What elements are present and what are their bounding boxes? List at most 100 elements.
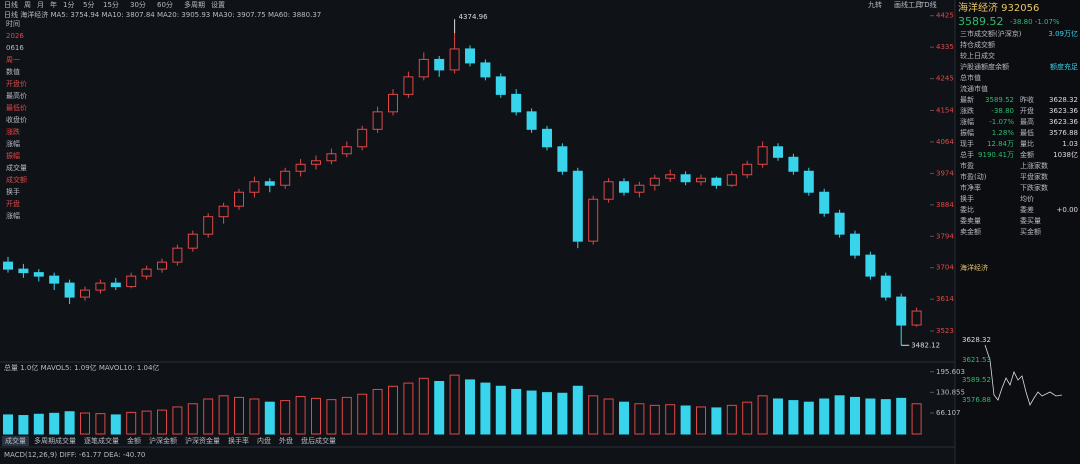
quote-value: 3628.32 (1049, 96, 1078, 104)
toolbar-item[interactable]: 5分 (83, 0, 94, 9)
intraday-line (984, 344, 1063, 407)
tab-label[interactable]: 换手率 (228, 436, 249, 445)
candle-body (449, 48, 460, 71)
toolbar-item[interactable]: 日线 (4, 0, 18, 9)
y-tick-label: 3884 (936, 201, 954, 209)
candle-body (295, 163, 306, 172)
quote-label: 金额 (1020, 150, 1034, 159)
volume-bar (495, 385, 506, 435)
tab-label[interactable]: 成交量 (5, 436, 26, 445)
volume-bar (234, 396, 244, 435)
toolbar-item[interactable]: 15分 (103, 0, 119, 9)
mini-label: 3621.53 (962, 356, 991, 364)
side-info: 数值 (6, 67, 20, 76)
volume-bar (418, 377, 429, 435)
candle-body (126, 275, 137, 288)
quote-value: +0.00 (1057, 206, 1078, 214)
volume-bar (696, 406, 706, 435)
quote-value: 3623.36 (1049, 107, 1078, 115)
volume-bar (665, 404, 676, 435)
toolbar-item[interactable]: 30分 (130, 0, 146, 9)
volume-bar (388, 385, 398, 435)
toolbar-item[interactable]: 周 (24, 1, 31, 9)
tab-label[interactable]: 多周期成交量 (34, 436, 76, 445)
tab-label[interactable]: 逐笔成交量 (84, 436, 119, 445)
candle-body (773, 146, 783, 158)
volume-bar (434, 381, 445, 435)
candle-body (742, 163, 753, 176)
side-info: 收盘价 (6, 115, 27, 124)
toolbar-item[interactable]: 多周期 (184, 0, 205, 9)
candle-body (865, 254, 876, 277)
volume-bar (542, 392, 552, 435)
quote-label: 涨跌 (960, 106, 974, 115)
side-info: 开盘 (6, 199, 20, 208)
candle-body (572, 170, 583, 242)
tab-label[interactable]: 沪深资金量 (185, 436, 220, 445)
quote-value: 1038亿 (1053, 150, 1078, 159)
quote-panel (955, 0, 1080, 464)
volume-bar (449, 374, 460, 435)
quote-value: 9190.41万 (978, 151, 1014, 159)
toolbar-item[interactable]: TD线 (919, 0, 937, 9)
side-info: 2026 (6, 32, 24, 40)
high-label: 4374.96 (459, 13, 488, 21)
tab-label[interactable]: 盘后成交量 (301, 436, 336, 445)
quote-label: 三市成交额(沪深京) (960, 29, 1022, 38)
quote-label: 涨幅 (960, 117, 974, 126)
mini-label: 3589.52 (962, 376, 991, 384)
quote-value: 额度充足 (1050, 62, 1078, 71)
macd-legend: MACD(12,26,9) DIFF: -61.77 DEA: -40.70 (4, 451, 145, 459)
volume-bar (711, 407, 722, 435)
quote-value: -38.80 (991, 107, 1014, 115)
volume-bar (311, 397, 321, 435)
quote-label: 上涨家数 (1020, 161, 1048, 170)
volume-bar (110, 414, 121, 435)
candle-body (357, 128, 368, 148)
candle-body (264, 181, 275, 186)
y-tick-label: 3523 (936, 327, 954, 335)
tab-label[interactable]: 沪深金额 (149, 436, 177, 445)
quote-label: 较上日成交 (960, 51, 995, 60)
toolbar-item[interactable]: 月 (37, 1, 44, 9)
tab-label[interactable]: 外盘 (279, 436, 293, 445)
mini-label: 3628.32 (962, 336, 991, 344)
volume-bar (742, 401, 753, 435)
volume-bar (249, 398, 260, 435)
quote-label: 委比 (960, 205, 974, 214)
candle-body (203, 216, 214, 235)
candle-body (757, 146, 768, 165)
tab[interactable] (2, 436, 29, 446)
toolbar-item[interactable]: 1分 (63, 0, 74, 9)
volume-bar (649, 404, 660, 435)
quote-label: 最低 (1020, 128, 1034, 137)
candle-body (234, 191, 244, 207)
volume-bar (588, 395, 599, 435)
candle-body (172, 247, 183, 263)
y-tick-label: 4154 (936, 106, 954, 114)
volume-bar (357, 393, 368, 435)
side-info: 成交量 (6, 163, 27, 172)
toolbar-item[interactable]: 画线工具 (894, 0, 922, 9)
quote-title: 海洋经济 932056 (958, 1, 1039, 14)
volume-bar (865, 398, 876, 435)
side-info: 成交额 (6, 175, 27, 184)
toolbar-item[interactable]: 60分 (157, 0, 173, 9)
candle-body (850, 233, 860, 256)
quote-value: 3576.88 (1049, 129, 1078, 137)
side-info: 周一 (6, 56, 20, 64)
quote-label: 沪股通额度余额 (960, 62, 1009, 71)
tab-label[interactable]: 金额 (127, 436, 141, 445)
mini-title: 海洋经济 (960, 263, 988, 272)
quote-label: 下跌家数 (1020, 183, 1048, 192)
candle-body (64, 282, 75, 298)
volume-bar (341, 396, 352, 435)
tab-label[interactable]: 内盘 (257, 436, 271, 445)
side-info: 最低价 (6, 103, 27, 112)
toolbar-item[interactable]: 年 (50, 0, 57, 9)
side-info: 开盘价 (6, 79, 27, 88)
candle-body (434, 58, 445, 71)
candle-body (388, 93, 398, 113)
toolbar-item[interactable]: 九转 (868, 0, 882, 9)
toolbar-item[interactable]: 设置 (211, 0, 225, 9)
